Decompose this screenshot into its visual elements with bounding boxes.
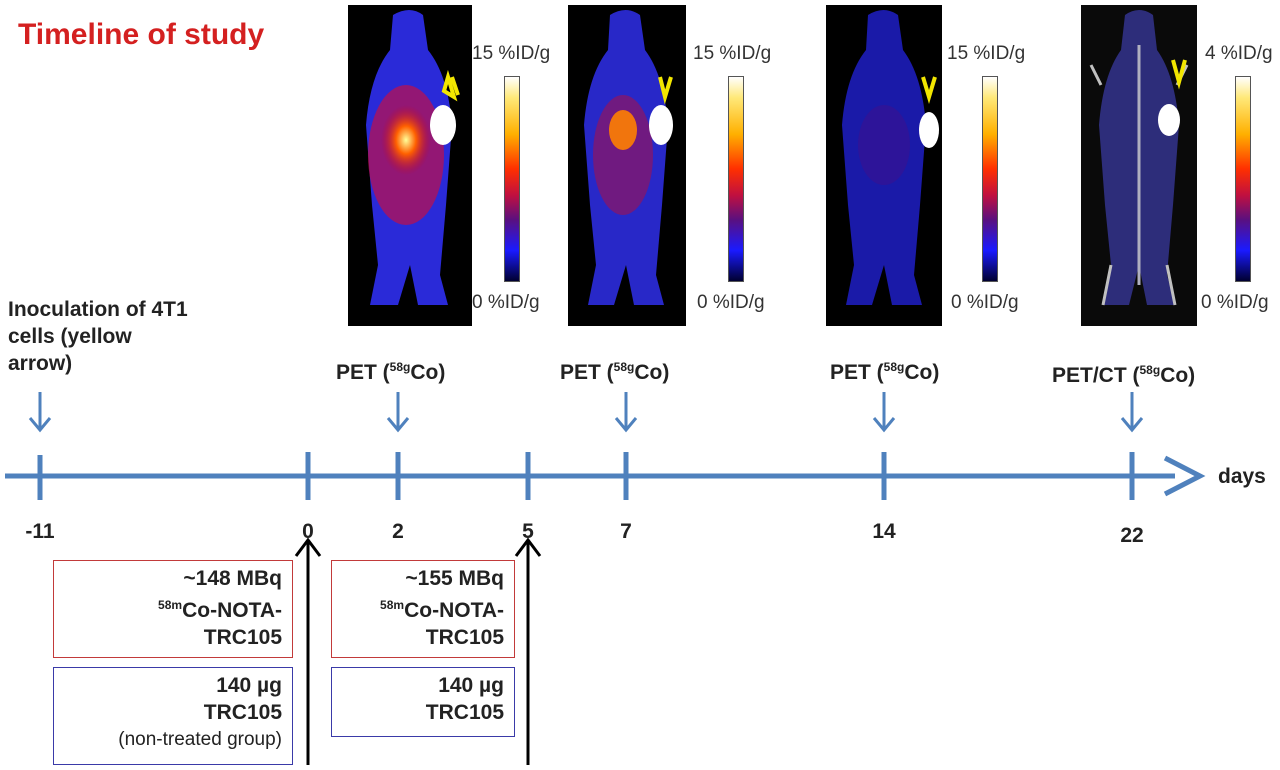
inoculation-label: Inoculation of 4T1 cells (yellow arrow) bbox=[8, 296, 248, 377]
tick-label-day-7: 7 bbox=[620, 520, 632, 543]
pet-arrow-day-14 bbox=[872, 392, 896, 433]
dose-box-day-0: ~148 MBq 58mCo-NOTA- TRC105 bbox=[53, 560, 293, 658]
colorbar-3-min: 0 %ID/g bbox=[951, 292, 1019, 313]
antibody-box-day-5-amount: 140 µg bbox=[438, 674, 504, 697]
tick-label-day-0: 0 bbox=[302, 520, 314, 543]
pet-ct-arrow-day-22 bbox=[1120, 392, 1144, 433]
pet-image-day-2 bbox=[348, 5, 472, 326]
tick-label-day-5: 5 bbox=[522, 520, 534, 543]
antibody-box-day-0: 140 µg TRC105 (non-treated group) bbox=[53, 667, 293, 765]
colorbar-1-min: 0 %ID/g bbox=[472, 292, 540, 313]
colorbar-3 bbox=[982, 76, 998, 282]
colorbar-3-max: 15 %ID/g bbox=[947, 43, 1026, 64]
antibody-box-day-0-note: (non-treated group) bbox=[118, 729, 282, 750]
colorbar-4-min: 0 %ID/g bbox=[1201, 292, 1269, 313]
dose-box-day-5: ~155 MBq 58mCo-NOTA- TRC105 bbox=[331, 560, 515, 658]
tick-label-day-2: 2 bbox=[392, 520, 404, 543]
colorbar-1-max: 15 %ID/g bbox=[472, 43, 551, 64]
pet-label-day-14: PET (58gCo) bbox=[830, 360, 940, 384]
colorbar-2-min: 0 %ID/g bbox=[697, 292, 765, 313]
pet-label-day-2: PET (58gCo) bbox=[336, 360, 446, 384]
inoculation-line-2: cells (yellow bbox=[8, 325, 132, 348]
colorbar-4 bbox=[1235, 76, 1251, 282]
pet-arrow-day-7 bbox=[614, 392, 638, 433]
pet-ct-image-day-22 bbox=[1081, 5, 1197, 326]
colorbar-1 bbox=[504, 76, 520, 282]
timeline-arrowhead bbox=[1163, 455, 1206, 497]
inoculation-line-1: Inoculation of 4T1 bbox=[8, 298, 188, 321]
colorbar-2 bbox=[728, 76, 744, 282]
injection-arrow-day-5 bbox=[514, 537, 542, 765]
colorbar-4-max: 4 %ID/g bbox=[1205, 43, 1273, 64]
dose-box-day-5-compound: 58mCo-NOTA- bbox=[380, 598, 504, 622]
antibody-box-day-5: 140 µg TRC105 bbox=[331, 667, 515, 737]
tick-label-day-14: 14 bbox=[872, 520, 896, 543]
colorbar-2-max: 15 %ID/g bbox=[693, 43, 772, 64]
pet-arrow-day-2 bbox=[386, 392, 410, 433]
tick-label-day-minus-11: -11 bbox=[25, 520, 55, 543]
dose-box-day-0-antibody: TRC105 bbox=[203, 626, 282, 649]
antibody-box-day-0-amount: 140 µg bbox=[216, 674, 282, 697]
dose-box-day-5-antibody: TRC105 bbox=[425, 626, 504, 649]
antibody-box-day-5-antibody: TRC105 bbox=[425, 701, 504, 724]
pet-image-day-7 bbox=[568, 5, 686, 326]
inoculation-line-3: arrow) bbox=[8, 352, 73, 375]
dose-box-day-0-compound: 58mCo-NOTA- bbox=[158, 598, 282, 622]
tick-label-day-22: 22 bbox=[1120, 524, 1144, 547]
pet-ct-label-day-22: PET/CT (58gCo) bbox=[1052, 363, 1196, 387]
pet-image-day-14 bbox=[826, 5, 942, 326]
injection-arrow-day-0 bbox=[294, 537, 322, 765]
inoculation-arrow bbox=[28, 392, 52, 433]
dose-box-day-0-amount: ~148 MBq bbox=[183, 567, 282, 590]
axis-label-days: days bbox=[1218, 465, 1266, 488]
page-title: Timeline of study bbox=[18, 18, 265, 51]
antibody-box-day-0-antibody: TRC105 bbox=[203, 701, 282, 724]
pet-label-day-7: PET (58gCo) bbox=[560, 360, 670, 384]
dose-box-day-5-amount: ~155 MBq bbox=[405, 567, 504, 590]
